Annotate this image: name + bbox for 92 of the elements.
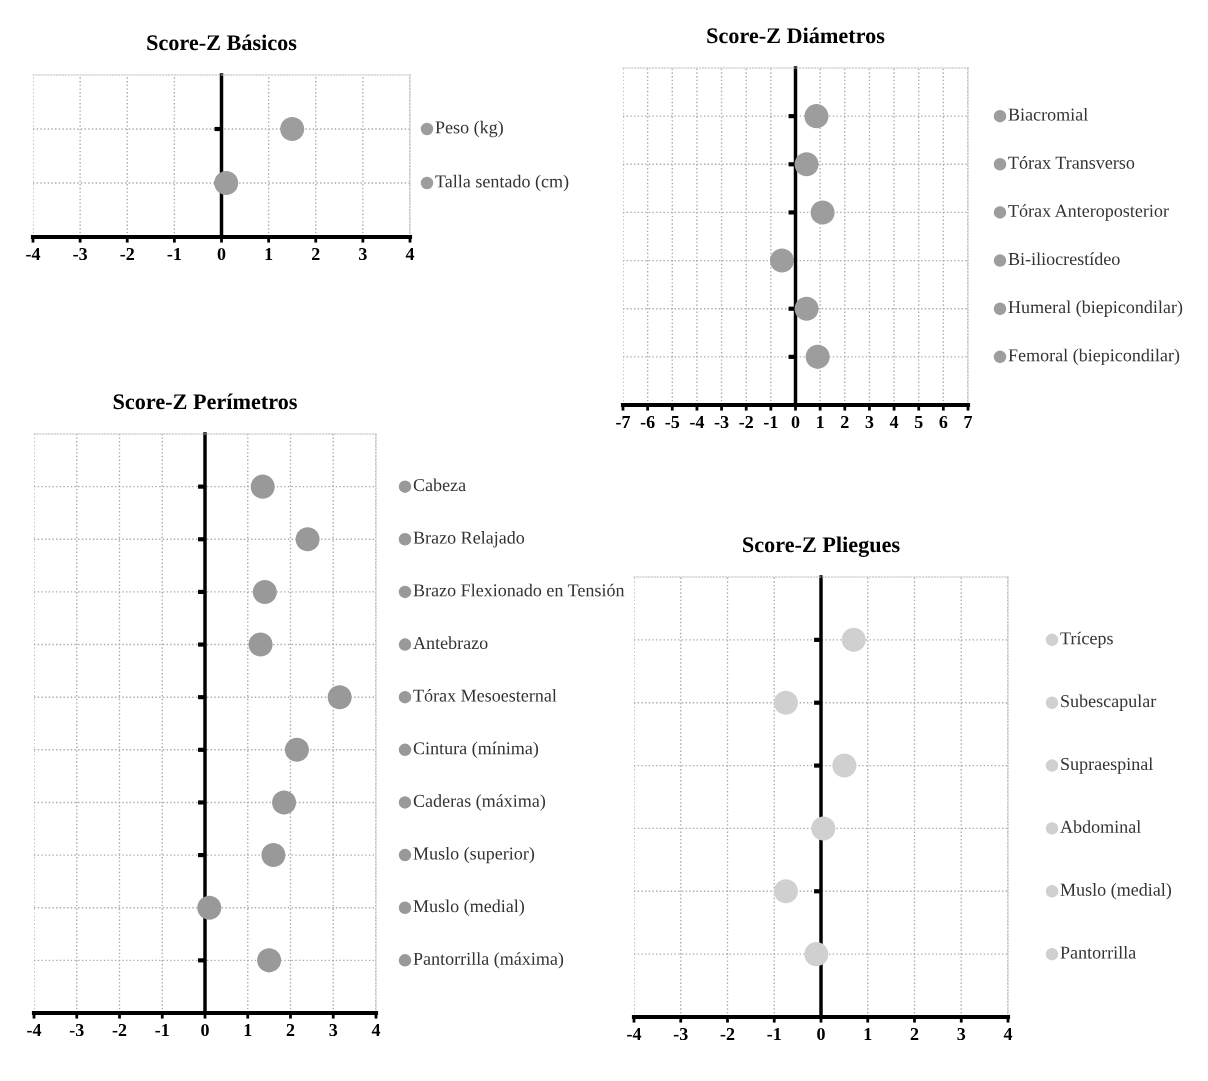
point	[841, 627, 866, 652]
chart-title: Score-Z Pliegues	[743, 536, 900, 557]
x-tick-label: 4	[405, 248, 415, 260]
x-tick-label: 5	[914, 416, 923, 429]
y-tick-label: Antebrazo	[413, 636, 488, 650]
x-tick-label: -4	[627, 1028, 642, 1040]
x-tick-label: 0	[201, 1023, 209, 1037]
y-tick-label: Humeral (biepicondilar)	[1008, 300, 1183, 317]
point	[773, 879, 798, 904]
x-tick-label: 1	[817, 416, 824, 428]
y-tick-label: Caderas (máxima)	[413, 794, 546, 811]
x-tick-label: -3	[714, 415, 729, 429]
x-tick-label: 3	[865, 415, 874, 429]
point	[252, 579, 277, 604]
y-tick-label: Muslo (medial)	[1060, 883, 1172, 900]
point	[832, 753, 857, 778]
y-tick-label: Pantorrilla	[1060, 945, 1136, 959]
x-tick-label: 0	[791, 415, 800, 429]
chart-title: Score-Z Perímetros	[113, 393, 297, 410]
x-tick-label: -3	[673, 1027, 688, 1041]
point	[295, 527, 320, 552]
y-tick-label: Bi-iliocrestídeo	[1008, 252, 1120, 266]
y-tick-label: Muslo (superior)	[413, 846, 535, 864]
x-tick-label: -7	[616, 416, 631, 428]
x-tick-label: 2	[311, 247, 320, 260]
y-tick-label: Cabeza	[413, 478, 466, 492]
point	[804, 942, 829, 967]
x-tick-label: -5	[665, 416, 680, 429]
point	[248, 632, 273, 657]
point	[804, 104, 829, 129]
x-tick-label: 6	[939, 415, 948, 429]
point	[327, 685, 352, 710]
x-tick-label: 2	[841, 415, 849, 428]
y-tick-label: Femoral (biepicondilar)	[1008, 348, 1180, 366]
y-tick-label: Tórax Anteroposterior	[1008, 204, 1169, 221]
x-tick-label: 1	[265, 248, 273, 260]
y-tick-label: Pantorrilla (máxima)	[413, 952, 564, 969]
x-tick-label: -4	[27, 1024, 42, 1036]
chart-title: Score-Z Básicos	[147, 34, 297, 51]
chart-title: Score-Z Diámetros	[707, 27, 885, 44]
x-tick-label: -6	[640, 415, 655, 429]
point	[811, 816, 836, 841]
x-tick-label: 4	[371, 1024, 381, 1036]
y-tick-label: Talla sentado (cm)	[435, 174, 569, 192]
x-tick-label: 1	[244, 1024, 252, 1036]
point	[250, 474, 275, 499]
x-tick-label: 2	[286, 1023, 295, 1036]
x-tick-label: 4	[889, 416, 899, 428]
x-tick-label: -3	[73, 247, 88, 261]
x-tick-label: -1	[155, 1024, 169, 1036]
x-tick-label: -3	[69, 1023, 84, 1037]
point	[261, 843, 286, 868]
x-tick-label: 3	[957, 1027, 966, 1041]
x-tick-label: 3	[329, 1023, 338, 1037]
point	[257, 948, 282, 973]
x-tick-label: -4	[26, 248, 41, 260]
x-tick-label: 2	[910, 1027, 919, 1040]
x-tick-label: 0	[817, 1027, 825, 1041]
x-tick-label: -2	[720, 1027, 735, 1040]
x-tick-label: 7	[964, 416, 973, 428]
point	[794, 152, 819, 177]
point	[284, 737, 309, 762]
y-tick-label: Muslo (medial)	[413, 899, 525, 916]
y-tick-label: Brazo Relajado	[413, 531, 525, 548]
x-tick-label: -2	[739, 415, 753, 428]
y-tick-label: Brazo Flexionado en Tensión	[413, 583, 625, 597]
x-tick-label: 1	[864, 1028, 872, 1040]
y-tick-label: Peso (kg)	[435, 120, 503, 138]
y-tick-label: Subescapular	[1061, 694, 1157, 711]
point	[197, 895, 222, 920]
x-tick-label: -1	[767, 1028, 781, 1040]
y-tick-label: Tórax Transverso	[1008, 156, 1135, 169]
x-tick-label: -4	[690, 416, 705, 428]
x-tick-label: 4	[1003, 1028, 1013, 1040]
point	[794, 296, 819, 321]
y-tick-label: Cintura (mínima)	[413, 741, 539, 759]
point	[773, 690, 798, 715]
y-tick-label: Supraespinal	[1061, 757, 1153, 774]
y-tick-label: Abdominal	[1060, 820, 1141, 833]
x-tick-label: -1	[167, 248, 181, 260]
y-tick-label: Biacromial	[1008, 107, 1088, 121]
x-tick-label: -2	[112, 1023, 127, 1036]
point	[810, 200, 835, 225]
point	[272, 790, 297, 815]
point	[805, 344, 830, 369]
x-tick-label: 0	[217, 247, 226, 261]
y-tick-label: Tríceps	[1060, 631, 1113, 649]
x-tick-label: -1	[764, 416, 778, 428]
x-tick-label: 3	[359, 247, 367, 261]
x-tick-label: -2	[120, 247, 134, 260]
point	[769, 248, 794, 273]
y-tick-label: Tórax Mesoesternal	[413, 688, 557, 702]
